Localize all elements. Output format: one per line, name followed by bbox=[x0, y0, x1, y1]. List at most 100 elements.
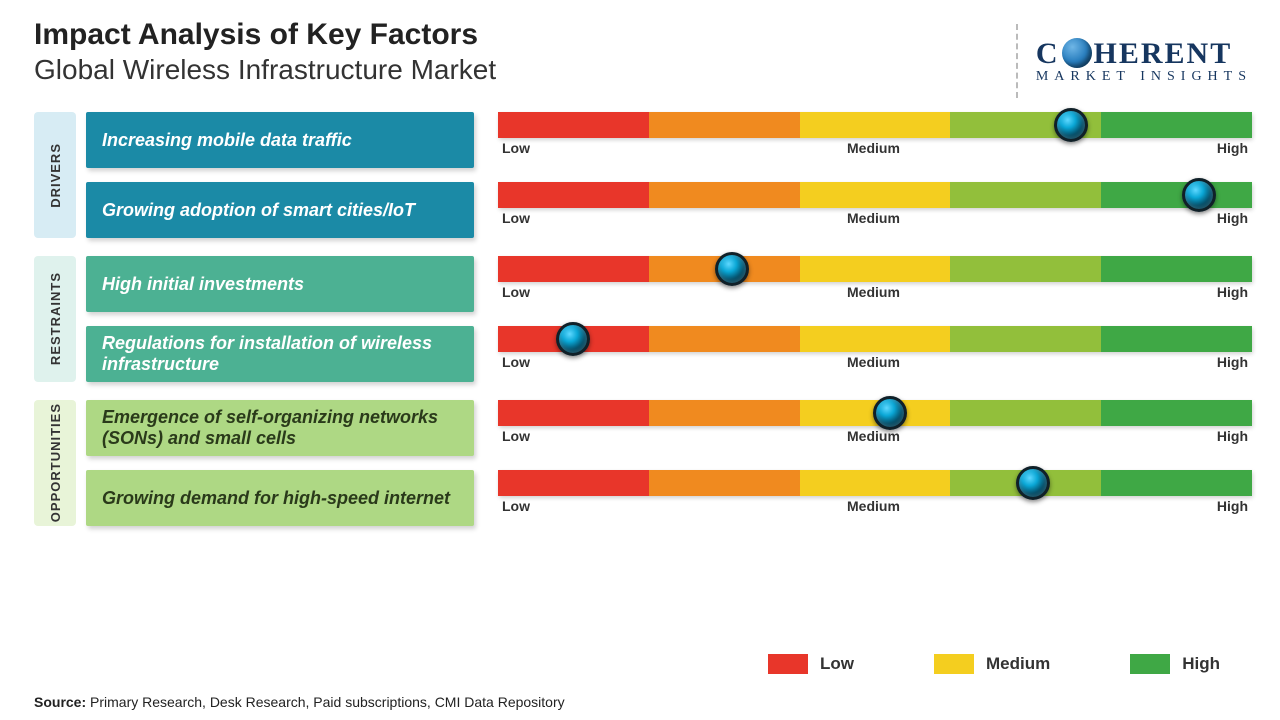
legend-swatch bbox=[1130, 654, 1170, 674]
logo-post: HERENT bbox=[1094, 37, 1233, 71]
gauge-axis-labels: LowMediumHigh bbox=[498, 428, 1252, 444]
gauge-axis-medium: Medium bbox=[847, 210, 900, 226]
page-subtitle: Global Wireless Infrastructure Market bbox=[34, 54, 496, 86]
logo-line1: C HERENT bbox=[1036, 37, 1252, 71]
factor-card: Regulations for installation of wireless… bbox=[86, 326, 474, 382]
factor-row: Growing demand for high-speed internet Lo… bbox=[86, 470, 1252, 526]
legend-item: Medium bbox=[934, 654, 1050, 674]
category-tab-label: RESTRAINTS bbox=[48, 272, 63, 365]
factor-label: Increasing mobile data traffic bbox=[102, 130, 352, 151]
gauge-segment bbox=[498, 182, 649, 208]
gauge-segment bbox=[1101, 182, 1252, 208]
gauge-segment bbox=[649, 470, 800, 496]
gauge-segment bbox=[950, 326, 1101, 352]
legend-label: High bbox=[1182, 654, 1220, 674]
category-tab-opportunities: OPPORTUNITIES bbox=[34, 400, 76, 526]
category-tab-restraints: RESTRAINTS bbox=[34, 256, 76, 382]
legend: Low Medium High bbox=[768, 654, 1220, 674]
gauge-track bbox=[498, 256, 1252, 282]
gauge-knob bbox=[1054, 108, 1088, 142]
factor-card: Growing demand for high-speed internet bbox=[86, 470, 474, 526]
gauge-axis-medium: Medium bbox=[847, 354, 900, 370]
group-opportunities: OPPORTUNITIES Emergence of self-organizin… bbox=[34, 400, 1252, 526]
globe-icon bbox=[1062, 38, 1092, 68]
gauge-track bbox=[498, 182, 1252, 208]
gauge-segment bbox=[498, 470, 649, 496]
factor-groups: DRIVERS Increasing mobile data traffic Low… bbox=[34, 112, 1252, 526]
gauge-axis-medium: Medium bbox=[847, 428, 900, 444]
gauge-segment bbox=[649, 182, 800, 208]
gauge-axis-low: Low bbox=[502, 428, 530, 444]
source-prefix: Source: bbox=[34, 694, 86, 710]
gauge-knob bbox=[1016, 466, 1050, 500]
logo-divider bbox=[1016, 24, 1018, 98]
category-tab-label: OPPORTUNITIES bbox=[48, 403, 63, 522]
legend-swatch bbox=[934, 654, 974, 674]
logo-text: C HERENT MARKET INSIGHTS bbox=[1036, 37, 1252, 85]
source-text: Primary Research, Desk Research, Paid su… bbox=[90, 694, 565, 710]
factor-label: Regulations for installation of wireless… bbox=[102, 333, 458, 375]
gauge-knob bbox=[715, 252, 749, 286]
gauge-segment bbox=[800, 182, 951, 208]
category-tab-label: DRIVERS bbox=[48, 143, 63, 208]
gauge-axis-low: Low bbox=[502, 498, 530, 514]
gauge-axis-high: High bbox=[1217, 210, 1248, 226]
impact-gauge: LowMediumHigh bbox=[498, 470, 1252, 526]
gauge-segment bbox=[950, 256, 1101, 282]
gauge-segment bbox=[800, 256, 951, 282]
factor-row: Regulations for installation of wireless… bbox=[86, 326, 1252, 382]
page-title: Impact Analysis of Key Factors bbox=[34, 18, 496, 52]
gauge-track bbox=[498, 326, 1252, 352]
header: Impact Analysis of Key Factors Global Wi… bbox=[34, 18, 1252, 98]
gauge-knob bbox=[1182, 178, 1216, 212]
gauge-track bbox=[498, 112, 1252, 138]
impact-gauge: Low Medium High bbox=[498, 112, 1252, 168]
rows: Increasing mobile data traffic Low Medium H… bbox=[86, 112, 1252, 238]
gauge-segment bbox=[498, 112, 649, 138]
gauge-axis-low: Low bbox=[502, 210, 530, 226]
gauge-segment bbox=[800, 326, 951, 352]
factor-card: High initial investments bbox=[86, 256, 474, 312]
logo-pre: C bbox=[1036, 37, 1060, 71]
gauge-segment bbox=[1101, 112, 1252, 138]
gauge-segment bbox=[800, 470, 951, 496]
gauge-axis-labels: Low Medium High bbox=[498, 210, 1252, 226]
legend-label: Medium bbox=[986, 654, 1050, 674]
legend-item: High bbox=[1130, 654, 1220, 674]
gauge-axis-high: High bbox=[1217, 284, 1248, 300]
gauge-axis-labels: LowMediumHigh bbox=[498, 354, 1252, 370]
gauge-segment bbox=[950, 400, 1101, 426]
gauge-segment bbox=[950, 182, 1101, 208]
gauge-segment bbox=[1101, 326, 1252, 352]
impact-gauge: LowMediumHigh bbox=[498, 256, 1252, 312]
gauge-axis-labels: LowMediumHigh bbox=[498, 284, 1252, 300]
gauge-axis-labels: Low Medium High bbox=[498, 140, 1252, 156]
rows: High initial investments LowMediumHigh Reg… bbox=[86, 256, 1252, 382]
rows: Emergence of self-organizing networks (S… bbox=[86, 400, 1252, 526]
gauge-segment bbox=[649, 112, 800, 138]
impact-gauge: LowMediumHigh bbox=[498, 326, 1252, 382]
gauge-segment bbox=[498, 400, 649, 426]
gauge-axis-labels: LowMediumHigh bbox=[498, 498, 1252, 514]
gauge-knob bbox=[873, 396, 907, 430]
gauge-axis-low: Low bbox=[502, 140, 530, 156]
category-tab-drivers: DRIVERS bbox=[34, 112, 76, 238]
brand-logo: C HERENT MARKET INSIGHTS bbox=[1016, 18, 1252, 98]
factor-row: Growing adoption of smart cities/IoT Low M… bbox=[86, 182, 1252, 238]
gauge-segment bbox=[1101, 400, 1252, 426]
gauge-segment bbox=[1101, 470, 1252, 496]
impact-gauge: LowMediumHigh bbox=[498, 400, 1252, 456]
factor-card: Emergence of self-organizing networks (S… bbox=[86, 400, 474, 456]
factor-label: Growing adoption of smart cities/IoT bbox=[102, 200, 415, 221]
gauge-axis-high: High bbox=[1217, 498, 1248, 514]
gauge-segment bbox=[1101, 256, 1252, 282]
gauge-axis-medium: Medium bbox=[847, 140, 900, 156]
factor-card: Increasing mobile data traffic bbox=[86, 112, 474, 168]
legend-swatch bbox=[768, 654, 808, 674]
legend-item: Low bbox=[768, 654, 854, 674]
gauge-segment bbox=[800, 112, 951, 138]
impact-gauge: Low Medium High bbox=[498, 182, 1252, 238]
gauge-track bbox=[498, 400, 1252, 426]
factor-row: Emergence of self-organizing networks (S… bbox=[86, 400, 1252, 456]
gauge-axis-high: High bbox=[1217, 140, 1248, 156]
